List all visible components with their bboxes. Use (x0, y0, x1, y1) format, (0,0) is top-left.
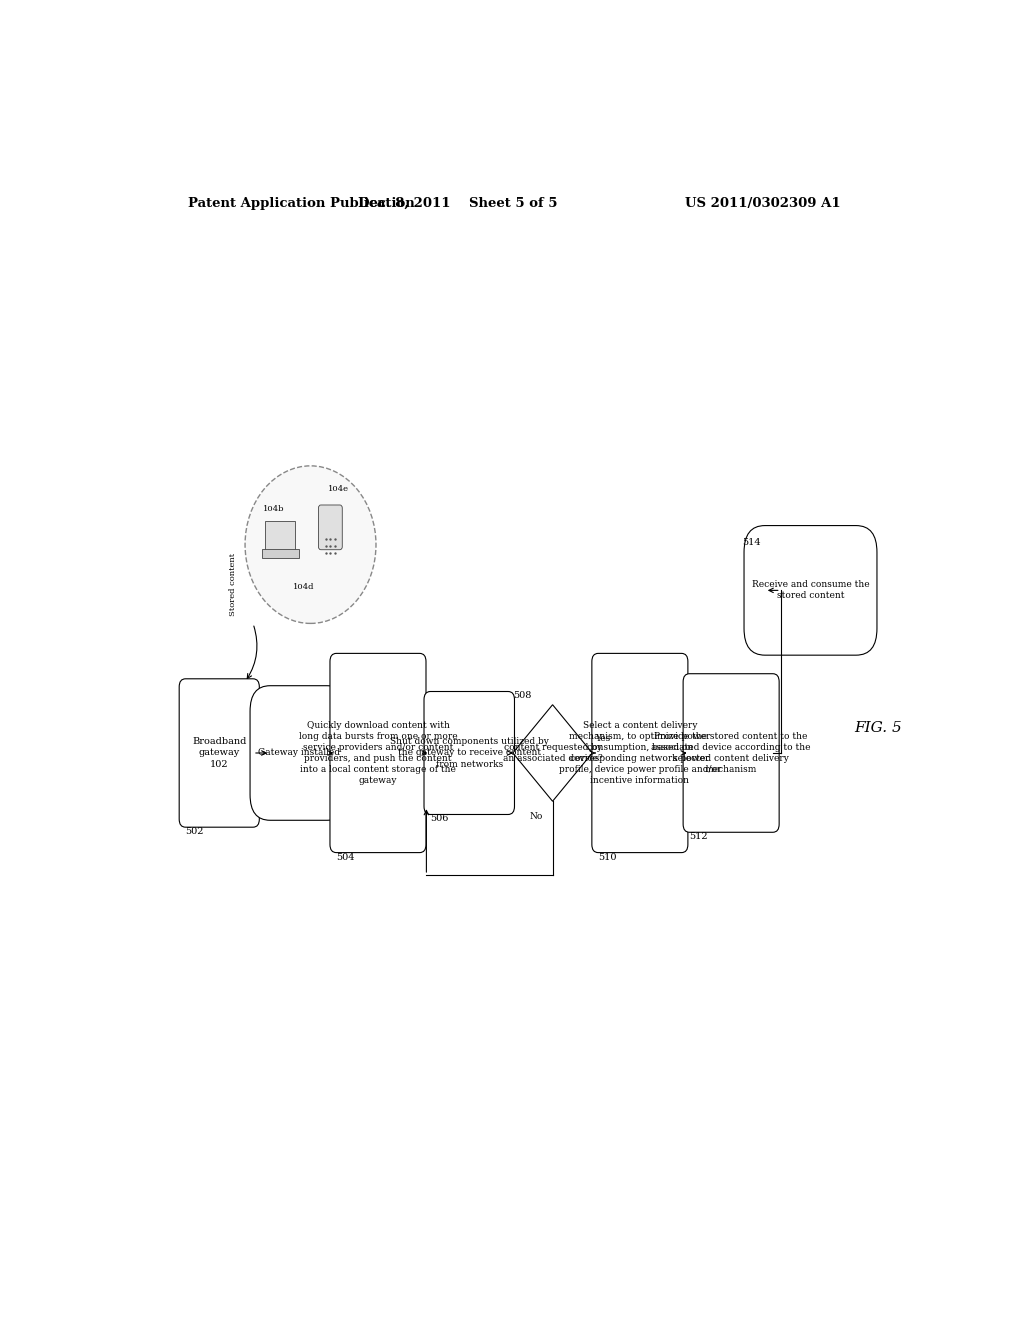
Text: 104b: 104b (263, 506, 285, 513)
Text: 514: 514 (742, 539, 761, 548)
Text: content requested by
an associated device?: content requested by an associated devic… (503, 743, 602, 763)
Text: 512: 512 (689, 833, 709, 841)
Text: Broadband
gateway
102: Broadband gateway 102 (193, 738, 247, 768)
FancyBboxPatch shape (424, 692, 514, 814)
Text: 508: 508 (513, 690, 531, 700)
FancyBboxPatch shape (744, 525, 877, 655)
Text: No: No (529, 812, 543, 821)
Text: Provide the stored content to the
associated device according to the
selected co: Provide the stored content to the associ… (651, 731, 811, 774)
Text: 502: 502 (185, 828, 204, 836)
Text: Shut down components utilized by
the gateway to receive content
from networks: Shut down components utilized by the gat… (390, 738, 549, 768)
Text: FIG. 5: FIG. 5 (854, 721, 902, 735)
FancyBboxPatch shape (683, 673, 779, 833)
FancyBboxPatch shape (262, 549, 299, 558)
Text: Receive and consume the
stored content: Receive and consume the stored content (752, 581, 869, 601)
Text: 506: 506 (430, 814, 449, 824)
Text: Dec. 8, 2011    Sheet 5 of 5: Dec. 8, 2011 Sheet 5 of 5 (357, 197, 557, 210)
Text: Yes: Yes (595, 734, 610, 743)
FancyBboxPatch shape (330, 653, 426, 853)
Text: Quickly download content with
long data bursts from one or more
service provider: Quickly download content with long data … (299, 721, 458, 785)
Text: Stored content: Stored content (229, 553, 238, 615)
FancyBboxPatch shape (250, 685, 347, 820)
FancyBboxPatch shape (592, 653, 688, 853)
Text: 504: 504 (336, 853, 355, 862)
Text: 104e: 104e (328, 484, 349, 492)
Text: 104d: 104d (293, 583, 314, 591)
FancyBboxPatch shape (179, 678, 259, 828)
FancyBboxPatch shape (265, 521, 296, 549)
Text: Select a content delivery
mechanism, to optimize power
consumption, based on
cor: Select a content delivery mechanism, to … (559, 721, 721, 785)
Text: Gateway installed: Gateway installed (258, 748, 340, 758)
FancyBboxPatch shape (318, 506, 342, 549)
Polygon shape (513, 705, 592, 801)
Ellipse shape (245, 466, 376, 623)
Text: 510: 510 (598, 853, 616, 862)
Text: US 2011/0302309 A1: US 2011/0302309 A1 (685, 197, 841, 210)
Text: Patent Application Publication: Patent Application Publication (187, 197, 415, 210)
